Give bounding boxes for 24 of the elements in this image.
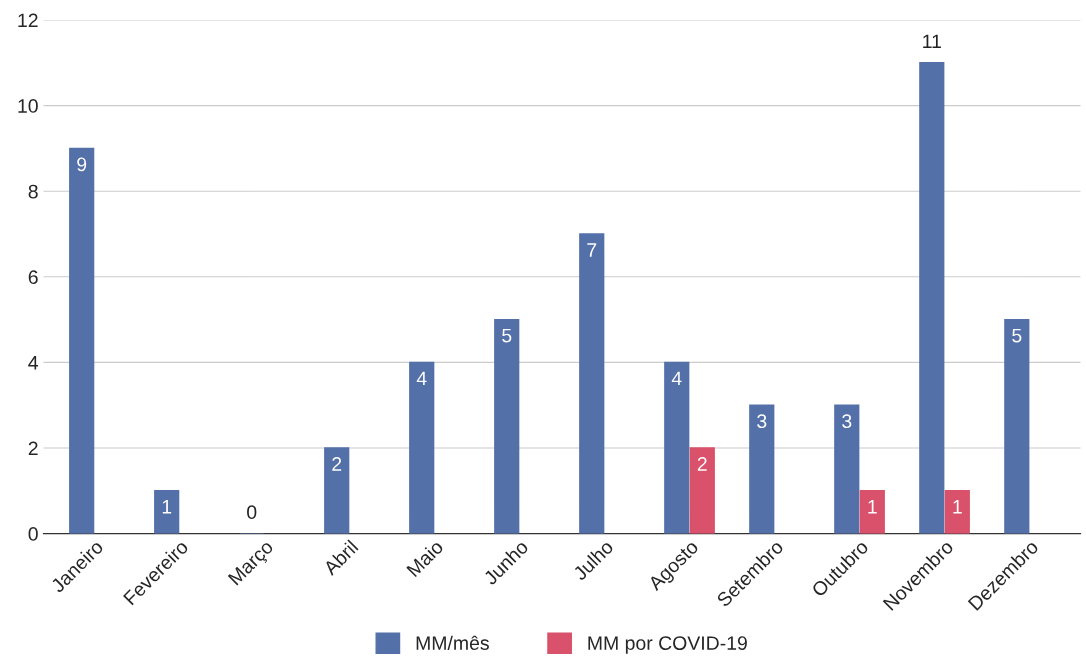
data-label: 7	[587, 243, 597, 257]
legend-label: MM por COVID-19	[588, 636, 747, 654]
data-label: 4	[416, 371, 427, 386]
data-label: 4	[671, 371, 682, 386]
y-tick-label: 8	[28, 184, 38, 199]
y-tick-label: 10	[18, 99, 38, 113]
y-tick-label: 2	[28, 441, 38, 456]
data-label: 9	[77, 157, 87, 172]
data-label: 5	[502, 328, 512, 343]
data-label: 3	[842, 414, 852, 429]
y-tick-label: 4	[28, 356, 39, 370]
y-tick-label: 0	[28, 527, 38, 541]
legend-label: MM/mês	[416, 635, 489, 650]
data-label: 2	[697, 457, 707, 471]
y-tick-label: 6	[28, 270, 38, 285]
data-label: 2	[332, 457, 342, 471]
y-tick-label: 12	[18, 13, 38, 28]
data-label: 1	[162, 500, 172, 514]
data-label: 3	[757, 414, 767, 429]
data-label: 5	[1012, 328, 1022, 343]
data-label: 11	[923, 34, 941, 49]
data-label: 0	[247, 505, 257, 520]
data-label: 1	[868, 500, 877, 514]
data-label: 1	[953, 500, 962, 514]
